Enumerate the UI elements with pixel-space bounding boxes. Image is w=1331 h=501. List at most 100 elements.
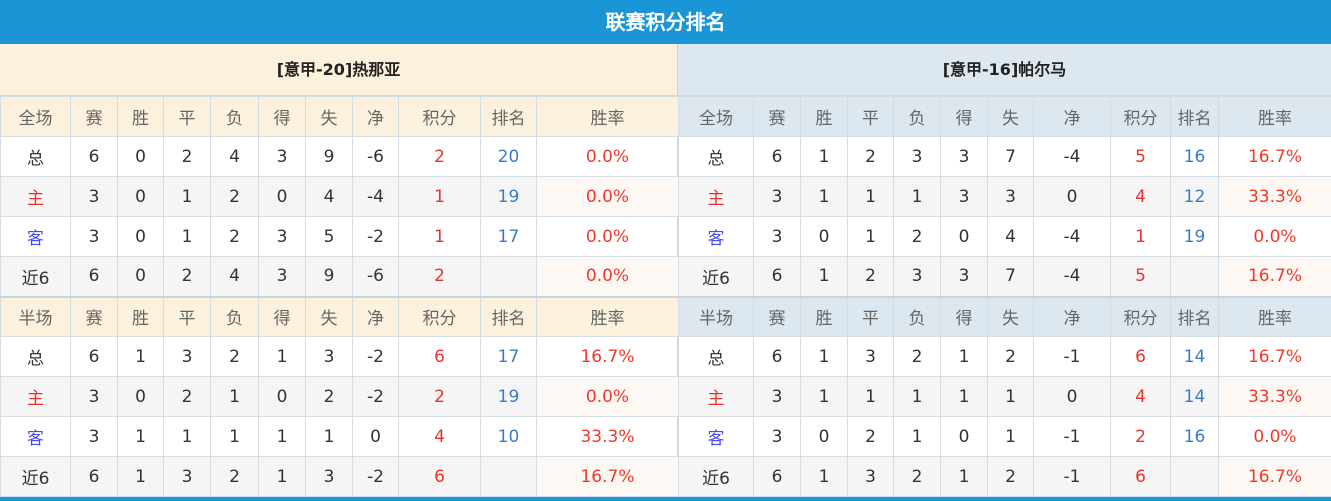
cell-points: 1 bbox=[398, 216, 481, 257]
cell-losses: 2 bbox=[210, 176, 259, 217]
column-header-row-label: 半场 bbox=[678, 295, 754, 337]
cell-points: 6 bbox=[1110, 336, 1171, 377]
cell-wins: 0 bbox=[117, 216, 164, 257]
cell-goals-against: 3 bbox=[305, 456, 353, 497]
column-header-wins: 胜 bbox=[117, 96, 164, 137]
table-row: 总 6 1 3 2 1 2 -1 6 14 16.7% bbox=[678, 336, 1331, 377]
cell-win-rate: 16.7% bbox=[1218, 136, 1331, 177]
column-header-goals-against: 失 bbox=[305, 96, 353, 137]
column-header-draws: 平 bbox=[163, 96, 211, 137]
cell-goals-for: 3 bbox=[258, 136, 306, 177]
home-team-name: [意甲-20]热那亚 bbox=[0, 44, 677, 96]
column-header-row-label: 全场 bbox=[678, 96, 754, 137]
cell-wins: 1 bbox=[800, 176, 848, 217]
cell-row-label: 近6 bbox=[0, 456, 71, 497]
cell-played: 6 bbox=[753, 456, 801, 497]
table-row: 近6 6 1 3 2 1 3 -2 6 16.7% bbox=[0, 456, 679, 497]
cell-win-rate: 0.0% bbox=[536, 216, 679, 257]
column-header-losses: 负 bbox=[210, 295, 259, 337]
cell-goals-against: 3 bbox=[987, 176, 1034, 217]
cell-losses: 2 bbox=[210, 216, 259, 257]
cell-rank: 14 bbox=[1170, 336, 1219, 377]
cell-win-rate: 16.7% bbox=[1218, 456, 1331, 497]
column-header-played: 赛 bbox=[753, 96, 801, 137]
cell-played: 3 bbox=[753, 176, 801, 217]
column-header-goal-diff: 净 bbox=[1033, 295, 1111, 337]
cell-goals-for: 0 bbox=[258, 376, 306, 417]
cell-goals-for: 1 bbox=[258, 456, 306, 497]
cell-played: 6 bbox=[753, 336, 801, 377]
cell-played: 3 bbox=[70, 176, 118, 217]
cell-played: 3 bbox=[70, 216, 118, 257]
cell-draws: 2 bbox=[847, 256, 894, 297]
cell-goals-for: 3 bbox=[258, 256, 306, 297]
cell-wins: 1 bbox=[800, 456, 848, 497]
cell-draws: 2 bbox=[847, 136, 894, 177]
column-header-win-rate: 胜率 bbox=[536, 96, 679, 137]
cell-draws: 1 bbox=[847, 176, 894, 217]
cell-goal-diff: -1 bbox=[1033, 336, 1111, 377]
cell-win-rate: 16.7% bbox=[536, 456, 679, 497]
standings-panel: [意甲-20]热那亚 全场赛胜平负得失净积分 排名 胜率总 6 0 2 4 3 9 -6 2 20 0.… bbox=[0, 44, 1331, 501]
cell-wins: 1 bbox=[800, 256, 848, 297]
column-header-goals-for: 得 bbox=[940, 295, 988, 337]
cell-wins: 1 bbox=[800, 376, 848, 417]
table-row: 客 3 0 2 1 0 1 -1 2 16 0.0% bbox=[678, 416, 1331, 457]
cell-draws: 2 bbox=[163, 256, 211, 297]
away-team-panel: [意甲-16]帕尔马 全场赛胜平负得失净积分 排名 胜率总 6 1 2 3 3 7 -4 5 16 16… bbox=[678, 44, 1331, 497]
column-header-goals-for: 得 bbox=[258, 96, 306, 137]
cell-points: 2 bbox=[398, 136, 481, 177]
column-header-losses: 负 bbox=[893, 96, 941, 137]
cell-win-rate: 0.0% bbox=[536, 256, 679, 297]
cell-goal-diff: -1 bbox=[1033, 456, 1111, 497]
cell-goals-against: 1 bbox=[987, 416, 1034, 457]
cell-goals-against: 5 bbox=[305, 216, 353, 257]
column-header-points: 积分 bbox=[1110, 96, 1171, 137]
cell-goals-against: 7 bbox=[987, 256, 1034, 297]
cell-goal-diff: 0 bbox=[1033, 376, 1111, 417]
cell-wins: 0 bbox=[117, 376, 164, 417]
cell-rank bbox=[480, 256, 537, 297]
cell-row-label: 总 bbox=[678, 336, 754, 377]
cell-rank: 17 bbox=[480, 336, 537, 377]
header-row: 半场赛胜平负得失净积分 排名 胜率 bbox=[678, 295, 1331, 337]
cell-row-label: 近6 bbox=[678, 456, 754, 497]
cell-goals-for: 1 bbox=[258, 336, 306, 377]
cell-row-label: 总 bbox=[0, 136, 71, 177]
home-standings-table: 全场赛胜平负得失净积分 排名 胜率总 6 0 2 4 3 9 -6 2 20 0.0% 主 3 0 1 2 0 4 -4… bbox=[0, 96, 679, 497]
cell-goals-against: 9 bbox=[305, 136, 353, 177]
table-row: 近6 6 1 3 2 1 2 -1 6 16.7% bbox=[678, 456, 1331, 497]
column-header-goals-for: 得 bbox=[940, 96, 988, 137]
cell-rank: 12 bbox=[1170, 176, 1219, 217]
cell-played: 3 bbox=[753, 376, 801, 417]
cell-losses: 1 bbox=[893, 176, 941, 217]
cell-points: 6 bbox=[398, 336, 481, 377]
cell-losses: 2 bbox=[893, 456, 941, 497]
cell-played: 3 bbox=[70, 376, 118, 417]
cell-played: 3 bbox=[753, 416, 801, 457]
cell-win-rate: 0.0% bbox=[1218, 416, 1331, 457]
column-header-win-rate: 胜率 bbox=[1218, 295, 1331, 337]
cell-points: 4 bbox=[398, 416, 481, 457]
cell-draws: 1 bbox=[163, 176, 211, 217]
cell-played: 6 bbox=[70, 256, 118, 297]
table-row: 主 3 1 1 1 1 1 0 4 14 33.3% bbox=[678, 376, 1331, 417]
cell-draws: 1 bbox=[847, 376, 894, 417]
cell-losses: 1 bbox=[210, 416, 259, 457]
cell-rank bbox=[1170, 256, 1219, 297]
away-standings-table: 全场赛胜平负得失净积分 排名 胜率总 6 1 2 3 3 7 -4 5 16 16.7% 主 3 1 1 1 3 3 0… bbox=[678, 96, 1331, 497]
cell-goal-diff: -2 bbox=[352, 456, 399, 497]
cell-points: 1 bbox=[398, 176, 481, 217]
cell-draws: 3 bbox=[163, 336, 211, 377]
cell-played: 6 bbox=[753, 136, 801, 177]
column-header-goals-against: 失 bbox=[305, 295, 353, 337]
column-header-draws: 平 bbox=[163, 295, 211, 337]
cell-goals-against: 4 bbox=[305, 176, 353, 217]
cell-win-rate: 0.0% bbox=[536, 376, 679, 417]
cell-goal-diff: -2 bbox=[352, 336, 399, 377]
cell-goals-against: 1 bbox=[305, 416, 353, 457]
column-header-played: 赛 bbox=[753, 295, 801, 337]
cell-row-label: 总 bbox=[678, 136, 754, 177]
cell-points: 4 bbox=[1110, 376, 1171, 417]
column-header-rank: 排名 bbox=[480, 96, 537, 137]
